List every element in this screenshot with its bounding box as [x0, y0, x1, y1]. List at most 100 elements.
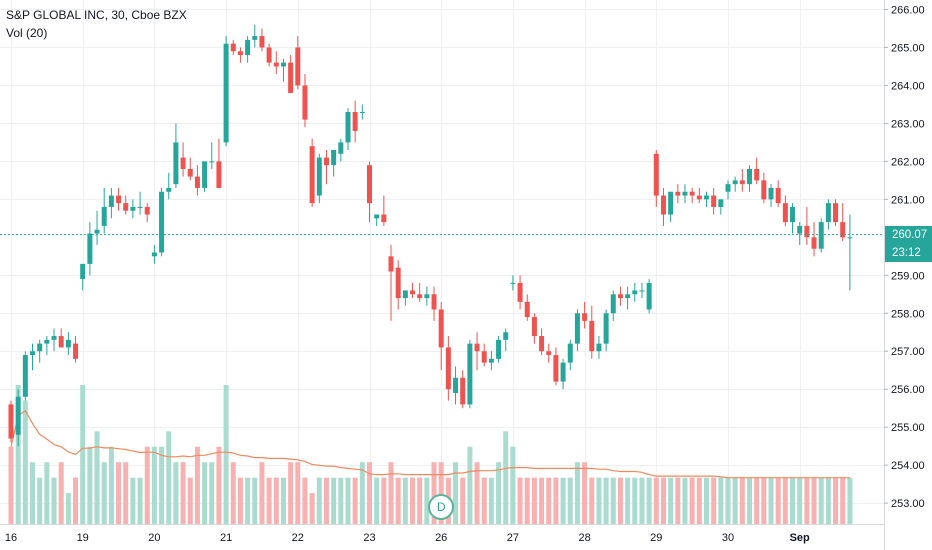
volume-bar [617, 477, 623, 524]
candle-body [431, 294, 437, 310]
bar-countdown-value: 23:12 [892, 246, 921, 259]
candle-body [209, 161, 215, 163]
grid-lines [0, 0, 884, 524]
candle-body [488, 358, 494, 363]
last-price-value: 260.07 [892, 228, 928, 241]
volume-bar [460, 477, 466, 524]
volume-bar [833, 477, 839, 524]
candle-body [782, 203, 788, 223]
volume-bar [22, 400, 28, 524]
bar-countdown-label: 23:12 [885, 243, 932, 262]
candle-body [603, 313, 609, 344]
volume-bar [130, 477, 136, 524]
candle-body [44, 339, 50, 344]
volume-bar [166, 431, 172, 524]
candle-body [381, 214, 387, 223]
volume-bar [58, 462, 64, 524]
volume-bar [288, 462, 294, 524]
candle-body [58, 336, 64, 348]
price-tick-label: 261.00 [891, 194, 925, 206]
volume-bar [151, 446, 157, 524]
candle-body [159, 191, 165, 253]
candle-body [711, 195, 717, 207]
candle-body [790, 206, 796, 223]
volume-bar [754, 477, 760, 524]
volume-bar [309, 493, 315, 524]
candle-body [273, 62, 279, 67]
volume-bar [230, 462, 236, 524]
price-axis[interactable]: 266.00 265.00 264.00 263.00 262.00 261.00 259.… [884, 4, 925, 510]
time-tick-label: 29 [650, 532, 662, 544]
candle-body [732, 180, 738, 185]
candle-body [438, 309, 444, 348]
candle-body [402, 290, 408, 299]
time-axis[interactable]: 16 19 20 21 22 23 26 27 28 29 30 Sep [5, 532, 810, 544]
price-tick-label: 264.00 [891, 80, 925, 92]
volume-bar [273, 477, 279, 524]
candle-body [216, 161, 222, 188]
volume-bar [266, 477, 272, 524]
candle-body [388, 256, 394, 272]
volume-bar [123, 462, 129, 524]
candle-body [173, 142, 179, 185]
time-tick-label: 20 [148, 532, 160, 544]
volume-bar [603, 477, 609, 524]
volume-bar [323, 477, 329, 524]
volume-bar [653, 477, 659, 524]
candle-body [180, 157, 186, 169]
time-tick-label: Sep [790, 532, 810, 544]
volume-bar [15, 385, 21, 524]
candle-body [539, 336, 545, 352]
volume-bar [546, 477, 552, 524]
symbol-title[interactable]: S&P GLOBAL INC, 30, Cboe BZX [6, 8, 187, 22]
volume-bar [8, 446, 14, 524]
volume-bar [574, 462, 580, 524]
volume-bar [790, 477, 796, 524]
price-tick-label: 258.00 [891, 308, 925, 320]
volume-study-label[interactable]: Vol (20) [6, 26, 48, 40]
volume-bar [438, 462, 444, 524]
candle-body [51, 336, 57, 340]
dividend-event-badge[interactable]: D [428, 494, 455, 520]
time-tick-label: 21 [220, 532, 232, 544]
volume-bar [761, 477, 767, 524]
candle-body [374, 214, 380, 219]
candle-body [775, 187, 781, 204]
price-tick-label: 263.00 [891, 118, 925, 130]
candle-body [747, 168, 753, 185]
volume-bar [73, 477, 79, 524]
dividend-badge-letter: D [436, 500, 446, 514]
candle-body [596, 343, 602, 352]
candle-body [417, 294, 423, 299]
candle-body [517, 282, 523, 302]
candle-body [37, 343, 43, 352]
candle-body [761, 180, 767, 200]
candle-body [30, 351, 36, 356]
last-price-label: 260.07 [885, 225, 932, 244]
volume-bar [467, 446, 473, 524]
candle-body [331, 149, 337, 166]
candle-body [130, 206, 136, 211]
volume-bar [818, 477, 824, 524]
time-tick-label: 28 [578, 532, 590, 544]
candle-body [474, 343, 480, 352]
candle-body [295, 47, 301, 86]
volume-bar [30, 462, 36, 524]
candle-body [137, 206, 143, 208]
candle-body [266, 47, 272, 63]
candle-body [237, 51, 243, 56]
volume-bar [639, 477, 645, 524]
volume-bar [295, 462, 301, 524]
time-tick-label: 27 [507, 532, 519, 544]
candle-body [108, 195, 114, 207]
candle-body [302, 85, 308, 120]
volume-bar [524, 477, 530, 524]
candle-body [560, 362, 566, 382]
volume-bar [775, 477, 781, 524]
candle-body [316, 157, 322, 196]
candle-body [703, 195, 709, 200]
candle-body [395, 267, 401, 299]
candle-body [617, 294, 623, 299]
candle-body [467, 343, 473, 405]
